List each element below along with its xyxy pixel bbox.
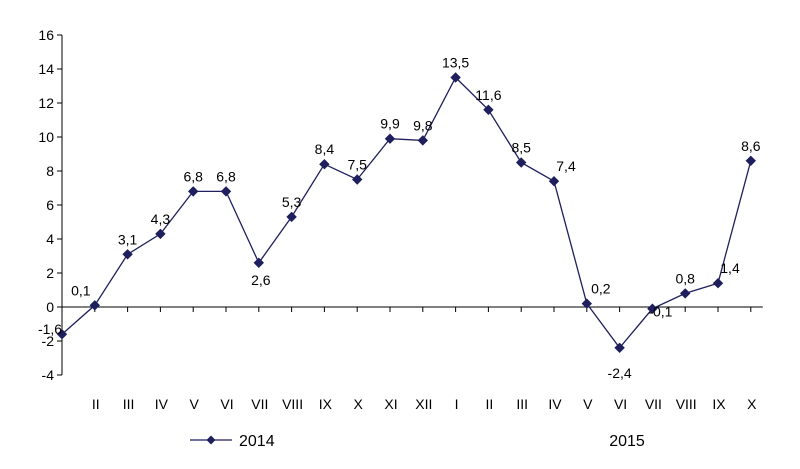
x-tick-label: XII xyxy=(415,396,432,412)
data-point-marker xyxy=(122,249,133,260)
x-tick-label: V xyxy=(583,396,593,412)
y-tick-label: 4 xyxy=(46,231,54,247)
data-point-marker xyxy=(56,328,68,340)
data-label: 6,8 xyxy=(216,168,236,184)
data-label: 2,6 xyxy=(251,272,271,288)
data-point-marker xyxy=(319,158,330,170)
y-tick-label: 0 xyxy=(46,299,54,315)
data-label: -2,4 xyxy=(608,365,632,381)
series-line-2014 xyxy=(61,76,752,349)
series-2014 xyxy=(56,72,757,354)
data-point-marker xyxy=(679,288,691,299)
x-tick-label: VI xyxy=(614,396,627,412)
data-point-marker xyxy=(712,277,724,289)
data-point-marker xyxy=(220,186,232,197)
data-point-marker xyxy=(384,133,396,144)
data-point-marker xyxy=(253,257,265,269)
data-label: 8,6 xyxy=(741,138,761,154)
data-label: 8,5 xyxy=(511,140,531,156)
data-label: 9,8 xyxy=(413,117,433,133)
x-tick-label: X xyxy=(354,396,364,412)
data-point-marker xyxy=(417,135,429,146)
x-tick-label: II xyxy=(92,396,100,412)
x-tick-label: VIII xyxy=(282,396,303,412)
data-label: 5,3 xyxy=(282,194,302,210)
data-point-marker xyxy=(515,157,527,168)
y-tick-label: 8 xyxy=(46,163,54,179)
y-tick-label: 12 xyxy=(38,95,54,111)
data-point-marker xyxy=(483,104,494,116)
x-tick-label: I xyxy=(455,396,459,412)
data-label: 0,2 xyxy=(591,281,611,297)
y-tick-label: 2 xyxy=(46,265,54,281)
x-tick-label: III xyxy=(123,396,135,412)
data-point-marker xyxy=(286,211,297,223)
legend-label-2014: 2014 xyxy=(239,433,275,450)
x-tick-label: II xyxy=(486,396,494,412)
x-tick-label: IX xyxy=(712,396,726,412)
data-label: 0,8 xyxy=(675,270,695,286)
x-tick-label: XI xyxy=(384,396,397,412)
data-label: 13,5 xyxy=(442,55,469,71)
x-tick-label: VI xyxy=(220,396,233,412)
legend-marker xyxy=(206,435,216,445)
data-label: -0,1 xyxy=(648,304,672,320)
data-label: 4,3 xyxy=(151,211,171,227)
data-label: 3,1 xyxy=(118,231,138,247)
y-tick-label: -2 xyxy=(42,333,55,349)
data-label: 11,6 xyxy=(475,87,501,103)
x-tick-label: X xyxy=(747,396,757,412)
data-label: 8,4 xyxy=(315,141,335,157)
data-label: 0,1 xyxy=(71,282,91,298)
data-point-marker xyxy=(647,303,658,314)
data-point-marker xyxy=(745,155,757,167)
x-tick-label: III xyxy=(516,396,528,412)
x-tick-label: V xyxy=(190,396,200,412)
x-tick-label: IX xyxy=(319,396,333,412)
x-tick-label: VIII xyxy=(676,396,697,412)
y-tick-label: 6 xyxy=(46,197,54,213)
data-point-marker xyxy=(548,175,560,187)
x-tick-label: VII xyxy=(251,396,268,412)
data-labels: -1,6 0,1 3,1 4,3 6,8 6,8 2,6 5,3 8,4 7,5 9,9 9,8 13,… xyxy=(38,55,761,381)
data-label: 7,4 xyxy=(556,158,576,174)
legend: 2014 2015 xyxy=(190,433,645,450)
data-point-marker xyxy=(351,174,363,185)
data-label: 1,4 xyxy=(720,260,740,276)
data-point-marker xyxy=(581,298,593,309)
y-tick-label: -4 xyxy=(42,367,55,383)
x-tick-label: IV xyxy=(548,396,562,412)
y-tick-label: 14 xyxy=(38,61,54,77)
data-label: 6,8 xyxy=(183,168,203,184)
data-point-marker xyxy=(155,228,166,240)
data-label: 7,5 xyxy=(347,157,367,173)
y-tick-label: 10 xyxy=(38,129,54,145)
data-label: -1,6 xyxy=(38,321,62,337)
data-point-marker xyxy=(450,72,461,83)
x-tick-label: IV xyxy=(155,396,169,412)
data-label: 9,9 xyxy=(380,116,400,132)
data-point-marker xyxy=(187,186,199,197)
year-label-2015: 2015 xyxy=(609,433,645,450)
data-point-marker xyxy=(89,300,101,311)
x-tick-label: VII xyxy=(645,396,662,412)
y-tick-label: 16 xyxy=(38,27,54,43)
data-point-marker xyxy=(614,342,625,354)
